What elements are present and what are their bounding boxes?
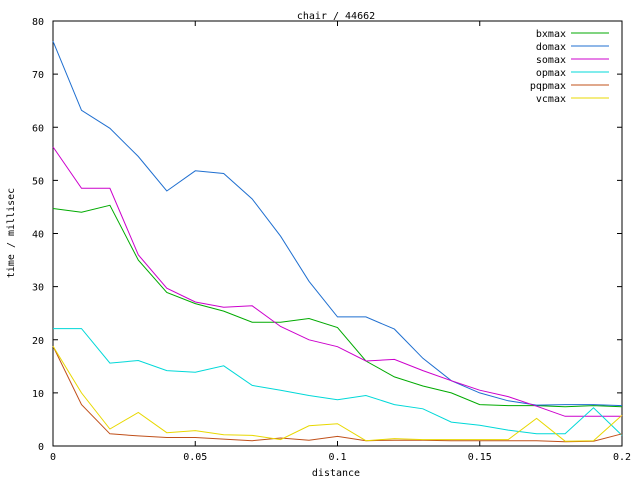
x-tick-label: 0.1 [328,452,346,463]
y-tick-label: 70 [32,70,44,81]
legend-label-opmax: opmax [536,68,566,79]
series-line-somax [52,146,622,417]
y-tick-label: 60 [32,123,44,134]
series-line-vcmax [52,345,623,442]
y-tick-label: 20 [32,336,44,347]
y-tick-label: 0 [38,442,44,453]
y-axis-label: time / millisec [6,188,17,278]
y-tick-label: 30 [32,283,44,294]
legend-label-pqpmax: pqpmax [530,81,566,92]
series-line-domax [52,41,623,407]
series-line-bxmax [52,204,623,408]
x-tick-label: 0.2 [613,452,631,463]
x-tick-label: 0.05 [183,452,207,463]
axes: 0 0.05 0.1 0.15 0.2 0 10 20 30 40 50 60 70 80 [32,17,631,463]
y-tick-label: 50 [32,176,44,187]
legend: bxmax domax somax opmax pqpmax vcmax [530,29,609,105]
legend-label-somax: somax [536,55,566,66]
legend-label-domax: domax [536,42,566,53]
y-tick-label: 40 [32,230,44,241]
x-tick-label: 0.15 [468,452,492,463]
legend-label-bxmax: bxmax [536,29,566,40]
chart-title: chair / 44662 [297,11,375,22]
series-line-opmax [53,328,623,436]
series-line-pqpmax [52,345,623,443]
legend-label-vcmax: vcmax [536,94,566,105]
x-axis-label: distance [312,468,360,479]
x-tick-label: 0 [50,452,56,463]
y-tick-label: 80 [32,17,44,28]
y-tick-label: 10 [32,389,44,400]
series-group [52,41,623,443]
